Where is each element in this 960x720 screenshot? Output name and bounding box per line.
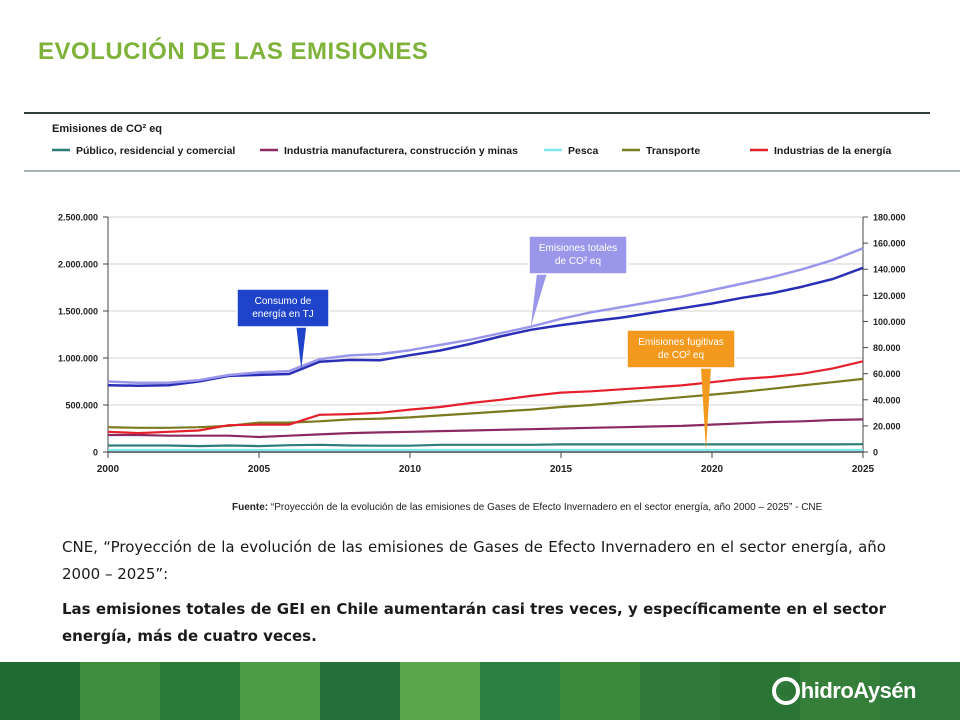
hidroaysen-logo: hidroAysén xyxy=(771,674,916,708)
footer-tile xyxy=(320,662,401,720)
footer-tile xyxy=(160,662,241,720)
y2-tick-label: 160.000 xyxy=(873,239,906,249)
y2-tick-label: 120.000 xyxy=(873,291,906,301)
callout-box xyxy=(528,235,628,275)
series-line xyxy=(107,360,864,435)
legend-label: Industrias de la energía xyxy=(774,145,891,157)
callout-label: Consumo de xyxy=(255,296,312,307)
source-citation: Fuente: “Proyección de la evolución de l… xyxy=(232,502,952,513)
y-tick-label: 2.500.000 xyxy=(58,213,98,223)
y2-tick-label: 180.000 xyxy=(873,213,906,223)
y2-tick-label: 80.000 xyxy=(873,343,901,353)
y-tick-label: 2.000.000 xyxy=(58,260,98,270)
footer-tile xyxy=(80,662,161,720)
body-paragraph-2: Las emisiones totales de GEI en Chile au… xyxy=(62,600,886,645)
footer-tile xyxy=(240,662,321,720)
body-paragraph-1: CNE, “Proyección de la evolución de las … xyxy=(62,538,886,583)
chart-canvas: Emisiones de CO² eq Público, residencial … xyxy=(24,123,960,475)
callout-pointer xyxy=(296,326,307,370)
logo-icon xyxy=(771,677,800,705)
logo-text-part1: hidro xyxy=(800,678,854,703)
y2-tick-label: 140.000 xyxy=(873,265,906,275)
y2-tick-label: 60.000 xyxy=(873,369,901,379)
logo-text: hidroAysén xyxy=(800,678,917,704)
legend-label: Público, residencial y comercial xyxy=(76,145,235,157)
legend-label: Transporte xyxy=(646,145,700,157)
callout-label: Emisiones fugitivas xyxy=(638,337,724,348)
y2-tick-label: 40.000 xyxy=(873,395,901,405)
callout-pointer xyxy=(530,273,547,327)
callout-box xyxy=(236,288,330,328)
series-line xyxy=(107,266,864,387)
footer-tile xyxy=(880,662,960,720)
callout-label: de CO² eq xyxy=(555,256,601,267)
source-label: Fuente: xyxy=(232,502,269,513)
slide-title: EVOLUCIÓN DE LAS EMISIONES xyxy=(38,38,429,65)
x-tick-label: 2015 xyxy=(550,464,573,475)
title-divider xyxy=(24,112,930,114)
chart-title: Emisiones de CO² eq xyxy=(52,123,162,135)
footer-band xyxy=(0,662,960,720)
series-line xyxy=(108,418,864,439)
callout-label: de CO² eq xyxy=(658,350,704,361)
callout-label: Emisiones totales xyxy=(539,243,617,254)
source-text: “Proyección de la evolución de las emisi… xyxy=(268,502,823,513)
series-line xyxy=(107,247,864,385)
footer-tile xyxy=(640,662,721,720)
callout-box xyxy=(626,329,736,369)
x-tick-label: 2025 xyxy=(852,464,875,475)
callout-label: energía en TJ xyxy=(252,309,314,320)
y2-tick-label: 20.000 xyxy=(873,421,901,431)
footer-tile xyxy=(800,662,881,720)
legend-label: Industria manufacturera, construcción y … xyxy=(284,145,518,157)
legend-label: Pesca xyxy=(568,145,599,157)
emissions-chart: Emisiones de CO² eq Público, residencial … xyxy=(24,114,960,520)
x-tick-label: 2010 xyxy=(399,464,422,475)
callout-pointer xyxy=(700,367,711,451)
footer-tile xyxy=(400,662,481,720)
x-tick-label: 2000 xyxy=(97,464,120,475)
x-tick-label: 2020 xyxy=(701,464,724,475)
footer-tile xyxy=(560,662,641,720)
y-tick-label: 0 xyxy=(93,448,98,458)
y-tick-label: 1.500.000 xyxy=(58,307,98,317)
y-tick-label: 1.000.000 xyxy=(58,354,98,364)
series-line xyxy=(107,377,864,429)
footer-tile xyxy=(720,662,801,720)
series-line xyxy=(108,443,864,448)
x-tick-label: 2005 xyxy=(248,464,271,475)
logo-text-part2: Aysén xyxy=(853,678,916,703)
y-tick-label: 500.000 xyxy=(65,401,98,411)
body-text: CNE, “Proyección de la evolución de las … xyxy=(62,534,886,650)
footer-tile xyxy=(480,662,561,720)
y2-tick-label: 100.000 xyxy=(873,317,906,327)
footer-tile xyxy=(0,662,81,720)
y2-tick-label: 0 xyxy=(873,448,878,458)
